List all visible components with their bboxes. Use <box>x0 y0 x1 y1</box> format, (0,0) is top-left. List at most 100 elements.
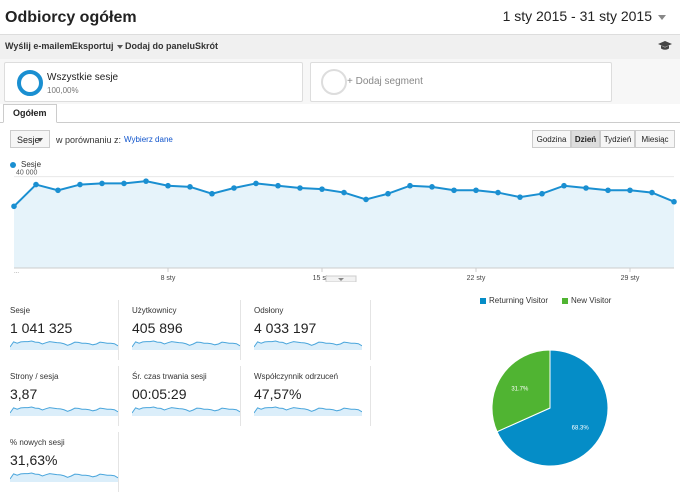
chevron-down-icon <box>37 138 43 142</box>
sparkline-line <box>10 340 118 348</box>
granularity-day-button[interactable]: Dzień <box>571 130 600 148</box>
y-tick-label: 40 000 <box>16 170 38 177</box>
stat-value: 405 896 <box>132 320 183 336</box>
data-point <box>209 190 215 197</box>
legend-new-visitor[interactable]: New Visitor <box>562 296 611 305</box>
stat-label: Użytkownicy <box>132 306 177 315</box>
data-point <box>429 184 435 190</box>
stat-value: 3,87 <box>10 386 38 402</box>
graduation-cap-icon[interactable] <box>658 40 672 52</box>
sparkline-area <box>254 341 362 350</box>
sparkline-line <box>254 340 362 348</box>
stat-pages-per-session[interactable]: Strony / sesja 3,87 <box>0 366 119 426</box>
legend-label: Sesje <box>21 160 42 169</box>
granularity-hour-button[interactable]: Godzina <box>532 130 571 148</box>
sparkline <box>132 340 240 350</box>
segment-percent: 100,00% <box>47 86 79 95</box>
legend-dot <box>10 162 16 168</box>
chevron-down-icon <box>116 44 123 49</box>
stat-label: Śr. czas trwania sesji <box>132 372 207 381</box>
data-point <box>495 189 501 196</box>
granularity-month-button[interactable]: Miesiąc <box>635 130 675 148</box>
data-point <box>121 180 127 187</box>
data-point <box>627 187 633 194</box>
data-point <box>165 182 171 189</box>
segment-name: Wszystkie sesje <box>47 72 119 83</box>
data-point <box>451 187 457 194</box>
sparkline <box>10 406 118 416</box>
segment-all-sessions[interactable]: Wszystkie sesje 100,00% <box>4 62 303 102</box>
sparkline-line <box>132 406 240 414</box>
stat-pageviews[interactable]: Odsłony 4 033 197 <box>244 300 371 360</box>
data-point <box>649 189 655 196</box>
x-tick-label: 29 sty <box>621 275 640 282</box>
export-button[interactable]: Eksportuj <box>72 41 123 51</box>
stat-label: Sesje <box>10 306 31 315</box>
data-point <box>11 203 17 210</box>
sparkline-area <box>132 341 240 350</box>
select-metric-link[interactable]: Wybierz dane <box>124 135 173 144</box>
data-point <box>187 184 193 190</box>
stat-value: 00:05:29 <box>132 386 187 402</box>
add-segment-button[interactable]: + Dodaj segment <box>310 62 612 102</box>
visitor-type-pie: Returning Visitor New Visitor 68.3% 31.7% <box>460 290 680 500</box>
granularity-week-button[interactable]: Tydzień <box>600 130 635 148</box>
legend-swatch <box>480 297 486 304</box>
data-point <box>583 185 589 191</box>
stat-label: Współczynnik odrzuceń <box>254 372 339 381</box>
email-button[interactable]: Wyślij e-mailem <box>5 41 73 51</box>
stat-label: Strony / sesja <box>10 372 59 381</box>
data-point <box>363 196 369 203</box>
stat-value: 1 041 325 <box>10 320 73 336</box>
date-range-picker[interactable]: 1 sty 2015 - 31 sty 2015 <box>503 8 666 24</box>
data-point <box>319 186 325 192</box>
date-range-text: 1 sty 2015 - 31 sty 2015 <box>502 8 652 24</box>
stats-grid: Sesje 1 041 325 Użytkownicy 405 896 Odsł… <box>0 300 460 500</box>
data-point <box>77 181 83 188</box>
shortcut-button[interactable]: Skrót <box>195 41 219 51</box>
data-point <box>297 185 303 191</box>
sparkline <box>254 340 362 350</box>
sparkline-area <box>10 341 118 350</box>
data-point <box>385 190 391 197</box>
data-point <box>55 187 61 194</box>
sparkline-line <box>10 472 118 480</box>
x-tick-label: 15 sty <box>313 275 332 282</box>
chevron-down-icon <box>658 14 666 20</box>
sparkline <box>254 406 362 416</box>
data-point <box>99 180 105 187</box>
legend-returning-visitor[interactable]: Returning Visitor <box>480 296 548 305</box>
tab-overview[interactable]: Ogółem <box>3 104 57 123</box>
sparkline-area <box>10 407 118 416</box>
sparkline-line <box>254 406 362 414</box>
tab-bar: Ogółem <box>0 104 680 123</box>
sparkline-area <box>10 473 118 482</box>
data-point <box>275 182 281 189</box>
stat-new-sessions[interactable]: % nowych sesji 31,63% <box>0 432 119 492</box>
x-tick-label: 22 sty <box>467 275 486 282</box>
stat-value: 31,63% <box>10 452 58 468</box>
metric-select-value: Sesje <box>17 135 40 145</box>
add-segment-label: + Dodaj segment <box>347 76 423 87</box>
stat-users[interactable]: Użytkownicy 405 896 <box>122 300 241 360</box>
stat-sessions[interactable]: Sesje 1 041 325 <box>0 300 119 360</box>
stat-bounce-rate[interactable]: Współczynnik odrzuceń 47,57% <box>244 366 371 426</box>
sparkline <box>10 340 118 350</box>
stat-label: % nowych sesji <box>10 438 65 447</box>
chart-controls: Sesje w porównaniu z: Wybierz dane Godzi… <box>0 128 680 150</box>
data-point <box>539 190 545 197</box>
stat-value: 4 033 197 <box>254 320 317 336</box>
stat-avg-session-duration[interactable]: Śr. czas trwania sesji 00:05:29 <box>122 366 241 426</box>
add-to-dashboard-button[interactable]: Dodaj do panelu <box>125 41 196 51</box>
x-start-label: ... <box>14 269 19 275</box>
series-area <box>14 181 674 268</box>
metric-select[interactable]: Sesje <box>10 130 50 148</box>
stat-value: 47,57% <box>254 386 302 402</box>
data-point <box>671 198 677 205</box>
pie-slice-label: 31.7% <box>511 386 529 392</box>
page-title: Odbiorcy ogółem <box>5 9 137 26</box>
sparkline <box>132 406 240 416</box>
sparkline-area <box>132 407 240 416</box>
